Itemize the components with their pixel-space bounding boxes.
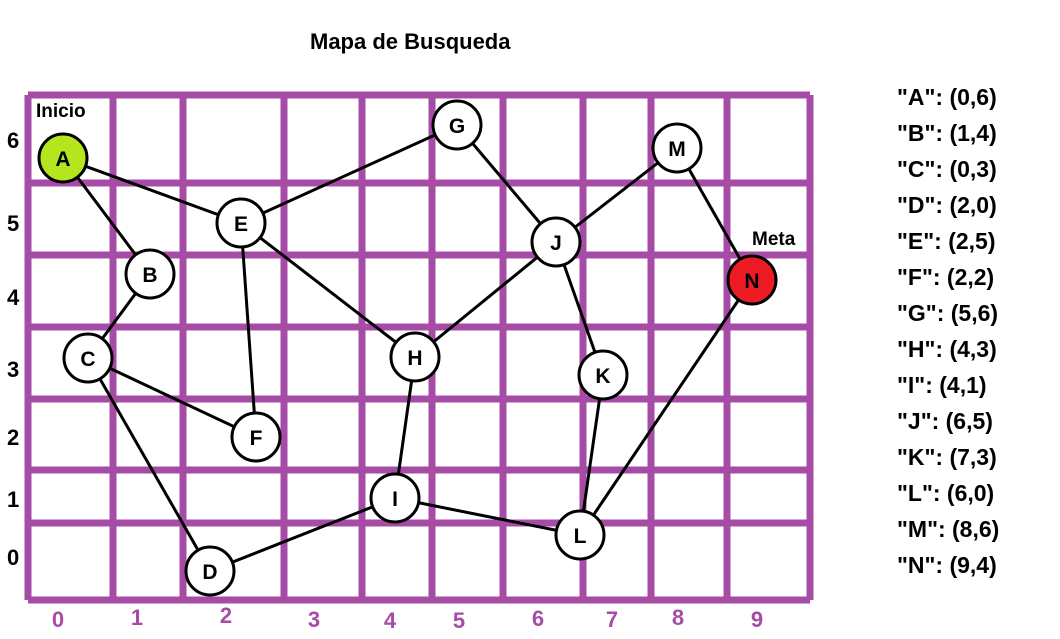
node-e: E: [215, 197, 267, 249]
node-circle: [369, 472, 421, 524]
edge-e-f: [239, 222, 258, 438]
edge-k-l: [578, 374, 605, 536]
node-l: L: [554, 509, 606, 561]
node-d: D: [184, 545, 236, 597]
node-circle: [530, 216, 582, 268]
node-circle: [37, 132, 89, 184]
edge-c-f: [87, 356, 257, 439]
node-label: B: [142, 264, 157, 287]
node-circle: [62, 332, 114, 384]
edge-j-h: [414, 240, 557, 359]
x-tick-label: 7: [606, 607, 618, 632]
y-tick-label: 3: [7, 357, 19, 382]
edge-g-j: [455, 124, 558, 243]
node-circle: [124, 248, 176, 300]
x-tick-label: 0: [52, 607, 64, 632]
legend-item: "L": (6,0): [897, 480, 995, 506]
legend-item: "D": (2,0): [897, 192, 997, 218]
nodes: A B C D E F G H I J K L M N: [37, 99, 778, 597]
legend-item: "C": (0,3): [897, 156, 997, 182]
node-label: G: [449, 115, 465, 138]
edge-n-l: [578, 279, 754, 536]
node-label: D: [202, 561, 217, 584]
x-tick-label: 2: [220, 603, 232, 628]
node-circle: [431, 99, 483, 151]
node-i: I: [369, 472, 421, 524]
node-circle: [577, 349, 629, 401]
node-k: K: [577, 349, 629, 401]
edge-e-h: [240, 221, 416, 359]
node-label: K: [595, 365, 610, 388]
grid: [24, 91, 814, 604]
y-tick-label: 0: [7, 545, 19, 570]
x-tick-label: 3: [308, 607, 320, 632]
node-g: G: [431, 99, 483, 151]
y-tick-label: 1: [7, 487, 19, 512]
node-circle: [651, 122, 703, 174]
y-tick-label: 2: [7, 425, 19, 450]
node-label: J: [550, 232, 562, 255]
legend-item: "F": (2,2): [897, 264, 995, 290]
node-circle: [726, 254, 778, 306]
legend-item: "J": (6,5): [897, 408, 993, 434]
node-b: B: [124, 248, 176, 300]
map-title: Mapa de Busqueda: [310, 29, 511, 54]
y-tick-label: 4: [7, 285, 20, 310]
node-label: M: [668, 138, 686, 161]
node-a: A: [37, 132, 89, 184]
legend-item: "G": (5,6): [897, 300, 999, 326]
legend-item: "E": (2,5): [897, 228, 996, 254]
y-tick-label: 6: [7, 128, 19, 153]
node-circle: [215, 197, 267, 249]
edge-i-l: [394, 496, 581, 537]
legend-item: "A": (0,6): [897, 84, 997, 110]
edge-e-g: [240, 123, 458, 225]
node-label: N: [744, 270, 759, 293]
legend-item: "I": (4,1): [897, 372, 987, 398]
node-f: F: [230, 411, 282, 463]
legend-item: "M": (8,6): [897, 516, 1000, 542]
goal-label: Meta: [752, 229, 796, 250]
edge-i-d: [209, 496, 396, 573]
edge-a-e: [62, 156, 242, 225]
edge-j-m: [555, 146, 678, 244]
x-tick-label: 6: [532, 606, 544, 631]
node-j: J: [530, 216, 582, 268]
node-n: N: [726, 254, 778, 306]
node-label: H: [407, 347, 422, 370]
node-label: C: [80, 348, 95, 371]
node-m: M: [651, 122, 703, 174]
coordinates-legend: "A": (0,6) "B": (1,4) "C": (0,3) "D": (2,0)…: [897, 84, 999, 588]
node-h: H: [389, 331, 441, 383]
node-c: C: [62, 332, 114, 384]
node-label: I: [392, 488, 398, 511]
x-tick-label: 8: [672, 605, 684, 630]
node-label: A: [55, 148, 70, 171]
node-circle: [554, 509, 606, 561]
edges: [61, 123, 754, 573]
edge-c-d: [86, 357, 212, 572]
legend-item: "N": (9,4): [897, 552, 997, 578]
x-tick-label: 5: [453, 608, 465, 633]
legend-item: "K": (7,3): [897, 444, 997, 470]
axis-labels: 0 1 2 3 4 5 6 7 8 9 6 5 4 3 2 1 0: [7, 128, 763, 633]
y-tick-label: 5: [7, 211, 19, 236]
x-tick-label: 4: [384, 608, 397, 633]
x-tick-label: 9: [751, 607, 763, 632]
legend-item: "B": (1,4): [897, 120, 997, 146]
x-tick-label: 1: [131, 605, 143, 630]
node-label: L: [574, 525, 587, 548]
node-circle: [184, 545, 236, 597]
start-label: Inicio: [36, 101, 86, 122]
node-circle: [230, 411, 282, 463]
node-label: E: [234, 213, 248, 236]
node-circle: [389, 331, 441, 383]
node-label: F: [250, 427, 263, 450]
legend-item: "H": (4,3): [897, 336, 997, 362]
